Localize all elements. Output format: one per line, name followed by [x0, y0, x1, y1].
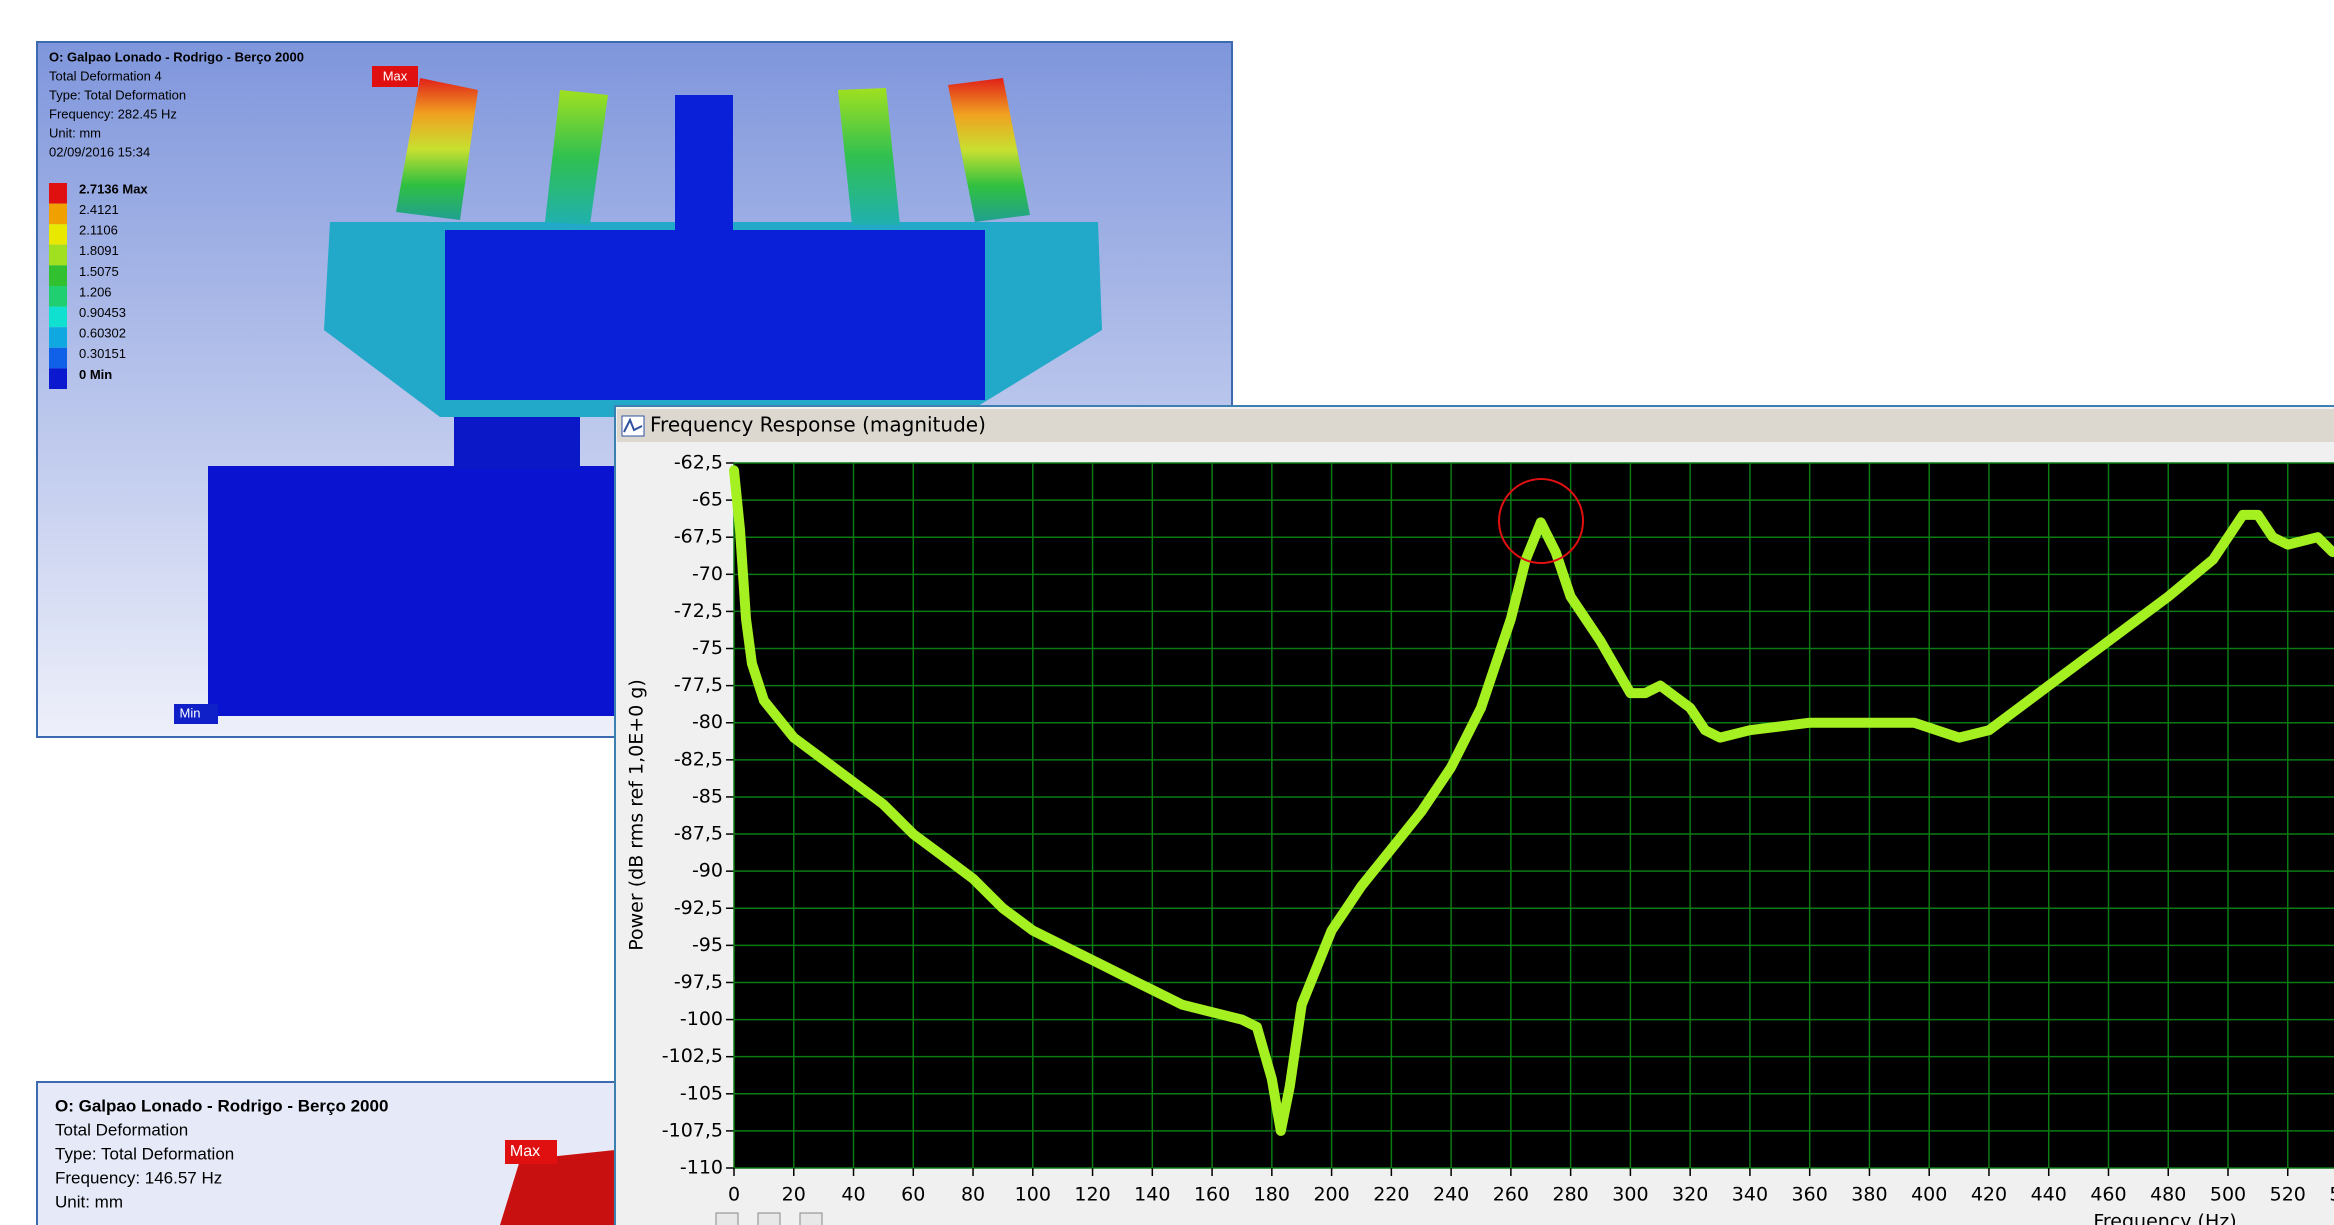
x-tick-label: 440 — [2031, 1184, 2067, 1206]
header-line: Unit: mm — [49, 125, 101, 140]
legend-label: 1.206 — [79, 284, 112, 299]
x-tick-label: 200 — [1313, 1184, 1349, 1206]
legend-swatch — [49, 183, 67, 204]
legend-swatch — [49, 348, 67, 369]
y-tick-label: -97,5 — [674, 971, 723, 993]
x-tick-label: 400 — [1911, 1184, 1947, 1206]
x-tick-label: 540 — [2329, 1184, 2334, 1206]
x-axis-label: Frequency (Hz) — [2093, 1211, 2236, 1225]
x-tick-label: 360 — [1792, 1184, 1828, 1206]
x-tick-label: 220 — [1373, 1184, 1409, 1206]
x-tick-label: 120 — [1074, 1184, 1110, 1206]
y-tick-label: -70 — [692, 563, 723, 585]
chart-window: Frequency Response (magnitude) -62,5 -65 -… — [615, 406, 2334, 1225]
legend-swatch — [49, 286, 67, 307]
y-tick-label: -100 — [680, 1008, 723, 1030]
y-tick-label: -110 — [680, 1157, 723, 1179]
y-tick-label: -95 — [692, 934, 723, 956]
x-tick-label: 20 — [782, 1184, 806, 1206]
ansys-panel-bottom: O: Galpao Lonado - Rodrigo - Berço 2000 T… — [37, 1082, 637, 1225]
x-tick-label: 340 — [1732, 1184, 1768, 1206]
legend-label: 0.60302 — [79, 326, 126, 341]
y-tick-label: -82,5 — [674, 748, 723, 770]
legend-label: 0.30151 — [79, 346, 126, 361]
x-tick-label: 460 — [2090, 1184, 2126, 1206]
y-tick-label: -65 — [692, 489, 723, 511]
x-tick-label: 160 — [1194, 1184, 1230, 1206]
x-tick-label: 420 — [1971, 1184, 2007, 1206]
x-tick-label: 0 — [728, 1184, 740, 1206]
x-tick-label: 500 — [2210, 1184, 2246, 1206]
header-line: Unit: mm — [55, 1192, 123, 1211]
legend-label: 1.8091 — [79, 243, 119, 258]
y-axis-label: Power (dB rms ref 1,0E+0 g) — [626, 679, 648, 951]
legend-swatch — [49, 307, 67, 328]
page: {"top_panel": {"lines": ["O: Galpao Lona… — [0, 0, 2334, 1225]
y-tick-label: -87,5 — [674, 823, 723, 845]
model-center-post — [675, 95, 733, 235]
legend-label: 2.1106 — [79, 223, 118, 238]
y-tick-label: -92,5 — [674, 897, 723, 919]
y-tick-label: -107,5 — [662, 1119, 723, 1141]
x-tick-label: 300 — [1612, 1184, 1648, 1206]
legend-swatch — [49, 327, 67, 348]
min-tag: Min — [180, 705, 201, 720]
x-tick-label: 60 — [901, 1184, 925, 1206]
x-tick-label: 480 — [2150, 1184, 2186, 1206]
header-title: O: Galpao Lonado - Rodrigo - Berço 2000 — [55, 1096, 388, 1115]
x-tick-label: 380 — [1851, 1184, 1887, 1206]
pan-button[interactable] — [758, 1213, 780, 1225]
y-tick-label: -80 — [692, 711, 723, 733]
x-tick-label: 280 — [1553, 1184, 1589, 1206]
header-line: Total Deformation 4 — [49, 68, 162, 83]
y-tick-label: -77,5 — [674, 674, 723, 696]
header-line: Total Deformation — [55, 1120, 188, 1139]
legend-label: 2.7136 Max — [79, 181, 148, 196]
cursor-button[interactable] — [800, 1213, 822, 1225]
legend-swatch — [49, 265, 67, 286]
header-line: Type: Total Deformation — [55, 1144, 234, 1163]
header-line: 02/09/2016 15:34 — [49, 144, 150, 159]
zoom-button[interactable] — [716, 1213, 738, 1225]
header-line: Frequency: 146.57 Hz — [55, 1168, 222, 1187]
model-base — [208, 466, 628, 716]
x-tick-label: 140 — [1134, 1184, 1170, 1206]
chart-title: Frequency Response (magnitude) — [650, 413, 986, 437]
max-tag: Max — [383, 68, 408, 83]
y-tick-label: -67,5 — [674, 526, 723, 548]
header-line: Frequency: 282.45 Hz — [49, 106, 177, 121]
legend-swatch — [49, 224, 67, 245]
y-tick-label: -105 — [680, 1082, 723, 1104]
legend-swatch — [49, 245, 67, 266]
model-neck — [454, 417, 580, 469]
screenshot: O: Galpao Lonado - Rodrigo - Berço 2000 T… — [0, 0, 2334, 1225]
legend-swatch — [49, 204, 67, 225]
x-tick-label: 80 — [961, 1184, 985, 1206]
y-tick-label: -72,5 — [674, 600, 723, 622]
legend-label: 0 Min — [79, 367, 112, 382]
x-tick-label: 260 — [1493, 1184, 1529, 1206]
legend-swatch — [49, 368, 67, 389]
x-tick-label: 40 — [841, 1184, 865, 1206]
model-core — [445, 230, 985, 400]
y-tick-label: -102,5 — [662, 1045, 723, 1067]
y-tick-label: -90 — [692, 860, 723, 882]
y-tick-label: -85 — [692, 785, 723, 807]
plot-area — [734, 463, 2334, 1168]
y-tick-label: -62,5 — [674, 452, 723, 474]
max-tag: Max — [510, 1143, 540, 1160]
header-title: O: Galpao Lonado - Rodrigo - Berço 2000 — [49, 49, 304, 64]
x-tick-label: 180 — [1254, 1184, 1290, 1206]
legend-label: 1.5075 — [79, 264, 119, 279]
x-tick-label: 240 — [1433, 1184, 1469, 1206]
x-tick-label: 100 — [1015, 1184, 1051, 1206]
header-line: Type: Total Deformation — [49, 87, 186, 102]
legend-label: 0.90453 — [79, 305, 126, 320]
y-tick-label: -75 — [692, 637, 723, 659]
x-tick-label: 520 — [2270, 1184, 2306, 1206]
x-tick-label: 320 — [1672, 1184, 1708, 1206]
legend-label: 2.4121 — [79, 202, 119, 217]
